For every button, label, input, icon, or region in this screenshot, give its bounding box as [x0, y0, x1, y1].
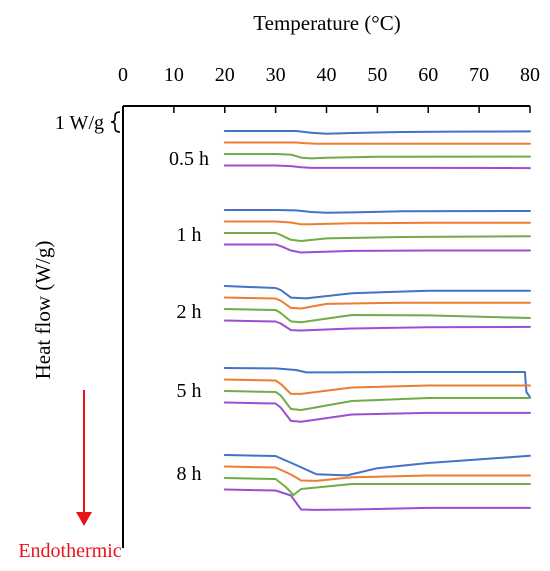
x-tick-label: 30 [266, 64, 286, 86]
x-tick-label: 0 [118, 64, 128, 86]
dsc-curve [223, 153, 531, 160]
dsc-curve [223, 285, 531, 300]
dsc-curve [223, 488, 531, 511]
dsc-curve [223, 308, 531, 324]
dsc-curve [223, 465, 531, 482]
group-label: 1 h [177, 224, 202, 246]
y-axis-title: Heat flow (W/g) [31, 241, 55, 380]
x-tick-label: 50 [367, 64, 387, 86]
group-label: 5 h [177, 380, 202, 402]
x-tick-label: 10 [164, 64, 184, 86]
dsc-curve [223, 477, 531, 496]
x-tick-label: 70 [469, 64, 489, 86]
dsc-curve [223, 243, 531, 254]
dsc-curve [223, 401, 531, 423]
group-label: 0.5 h [169, 148, 209, 170]
x-axis-title: Temperature (°C) [253, 11, 400, 35]
dsc-curve [223, 141, 531, 145]
x-tick-label: 60 [418, 64, 438, 86]
scale-bar-bracket [110, 111, 121, 133]
x-tick-label: 80 [520, 64, 540, 86]
dsc-curve [223, 220, 531, 226]
curve-group: 5 h [177, 367, 531, 423]
dsc-curve [223, 164, 531, 170]
x-tick-label: 40 [317, 64, 337, 86]
scale-bar-label: 1 W/g [55, 112, 104, 134]
curve-group: 1 h [177, 209, 531, 254]
curve-group: 2 h [177, 285, 531, 332]
x-axis: 0 10 20 30 40 50 60 70 80 [118, 64, 540, 113]
dsc-curve [223, 319, 531, 332]
group-label: 2 h [177, 301, 202, 323]
curve-group: 0.5 h [169, 130, 531, 170]
dsc-curve [223, 378, 531, 395]
curve-groups: 0.5 h 1 h 2 h 5 h 8 h [169, 130, 531, 511]
x-tick-label: 20 [215, 64, 235, 86]
endothermic-label: Endothermic [18, 540, 121, 562]
endothermic-indicator: Endothermic [18, 390, 122, 562]
dsc-curve [223, 296, 531, 310]
dsc-curve [223, 130, 531, 135]
dsc-curve [223, 209, 531, 214]
dsc-curve [223, 232, 531, 242]
dsc-curve [223, 454, 531, 477]
curve-group: 8 h [177, 454, 531, 511]
dsc-curve [223, 390, 531, 411]
scale-bar: 1 W/g [55, 111, 121, 134]
endothermic-arrow-head [76, 512, 92, 526]
group-label: 8 h [177, 463, 202, 485]
